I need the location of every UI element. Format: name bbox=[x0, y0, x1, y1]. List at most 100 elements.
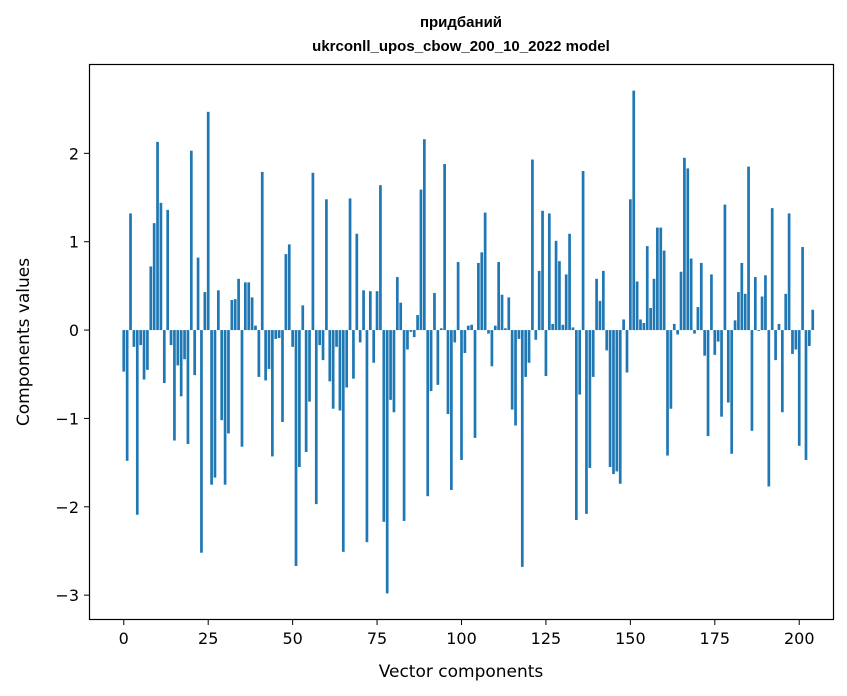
bar bbox=[652, 278, 656, 331]
bar bbox=[595, 278, 598, 331]
bar bbox=[811, 309, 815, 331]
bar bbox=[743, 293, 747, 331]
bar bbox=[527, 330, 531, 363]
bar bbox=[561, 324, 565, 331]
chart-title-line1: придбаний bbox=[420, 14, 502, 31]
bar bbox=[483, 212, 487, 331]
bar bbox=[588, 330, 592, 468]
bar bbox=[254, 325, 257, 331]
bar bbox=[142, 330, 146, 380]
bar bbox=[672, 323, 676, 331]
bar bbox=[477, 262, 480, 331]
bar bbox=[797, 330, 801, 446]
bar bbox=[551, 323, 555, 331]
bar bbox=[706, 330, 710, 437]
bar bbox=[598, 300, 602, 331]
bar bbox=[341, 330, 345, 552]
bar bbox=[760, 296, 764, 331]
bar bbox=[223, 330, 227, 485]
bar bbox=[737, 292, 740, 331]
bar bbox=[230, 300, 234, 331]
bar bbox=[277, 330, 281, 339]
bar bbox=[601, 270, 605, 331]
bar bbox=[173, 330, 176, 441]
bar bbox=[689, 258, 693, 331]
bar bbox=[764, 275, 767, 331]
bar bbox=[662, 250, 666, 331]
bar bbox=[642, 323, 646, 331]
bar bbox=[402, 330, 406, 521]
bar bbox=[318, 330, 321, 346]
bar bbox=[632, 90, 636, 331]
bar bbox=[122, 330, 126, 372]
bars-group bbox=[122, 90, 815, 594]
bar bbox=[740, 262, 744, 331]
bar bbox=[791, 330, 794, 354]
bar bbox=[375, 291, 379, 331]
bar bbox=[146, 330, 149, 370]
bar bbox=[189, 150, 193, 331]
bar bbox=[625, 330, 629, 373]
bar bbox=[456, 262, 460, 331]
bar bbox=[710, 274, 713, 331]
x-tick-label: 150 bbox=[615, 629, 646, 648]
x-axis-label: Vector components bbox=[379, 662, 544, 682]
bar bbox=[726, 330, 730, 403]
bar bbox=[183, 330, 186, 360]
bar bbox=[436, 330, 440, 385]
bar bbox=[696, 307, 700, 331]
bar bbox=[571, 327, 575, 331]
bar bbox=[338, 330, 342, 411]
bar bbox=[281, 330, 284, 422]
bar bbox=[298, 330, 301, 468]
bar bbox=[450, 330, 453, 490]
bar bbox=[433, 292, 436, 331]
bar bbox=[240, 330, 244, 447]
bar bbox=[247, 282, 251, 331]
bar bbox=[311, 172, 315, 331]
x-tick-label: 50 bbox=[282, 629, 302, 648]
bar bbox=[439, 328, 443, 331]
bar bbox=[591, 330, 595, 377]
bar bbox=[804, 330, 808, 460]
bar bbox=[510, 330, 514, 410]
x-tick-label: 175 bbox=[700, 629, 731, 648]
bar bbox=[220, 330, 224, 421]
bar bbox=[176, 330, 180, 366]
bar bbox=[186, 330, 190, 445]
bar bbox=[639, 319, 642, 331]
bar bbox=[541, 210, 544, 331]
bar bbox=[301, 305, 305, 331]
bar bbox=[352, 330, 355, 379]
bar bbox=[463, 330, 467, 354]
bar bbox=[264, 330, 267, 381]
bar bbox=[693, 330, 696, 334]
bar bbox=[564, 274, 568, 331]
bar bbox=[750, 330, 754, 431]
bar bbox=[389, 330, 392, 400]
bar bbox=[723, 204, 727, 331]
bar bbox=[547, 213, 551, 331]
bar bbox=[757, 330, 761, 331]
bar bbox=[612, 330, 615, 475]
y-tick-label: 0 bbox=[69, 321, 79, 340]
bar bbox=[733, 320, 737, 331]
bar bbox=[213, 330, 217, 478]
bar bbox=[335, 330, 338, 347]
x-axis-ticks: 0 25 50 75 100 125 150 175 200 bbox=[119, 619, 815, 648]
y-axis-label: Components values bbox=[14, 258, 34, 426]
bar bbox=[774, 330, 777, 361]
bar bbox=[520, 330, 524, 567]
bar bbox=[355, 233, 359, 331]
bar bbox=[267, 330, 271, 369]
bar bbox=[328, 330, 332, 382]
bar bbox=[500, 294, 504, 331]
bar bbox=[676, 330, 679, 335]
bar bbox=[615, 330, 619, 472]
bar bbox=[767, 330, 771, 487]
bar bbox=[534, 330, 538, 340]
bar bbox=[244, 282, 247, 331]
bar bbox=[504, 328, 507, 331]
bar bbox=[382, 330, 386, 522]
bar bbox=[524, 330, 528, 377]
